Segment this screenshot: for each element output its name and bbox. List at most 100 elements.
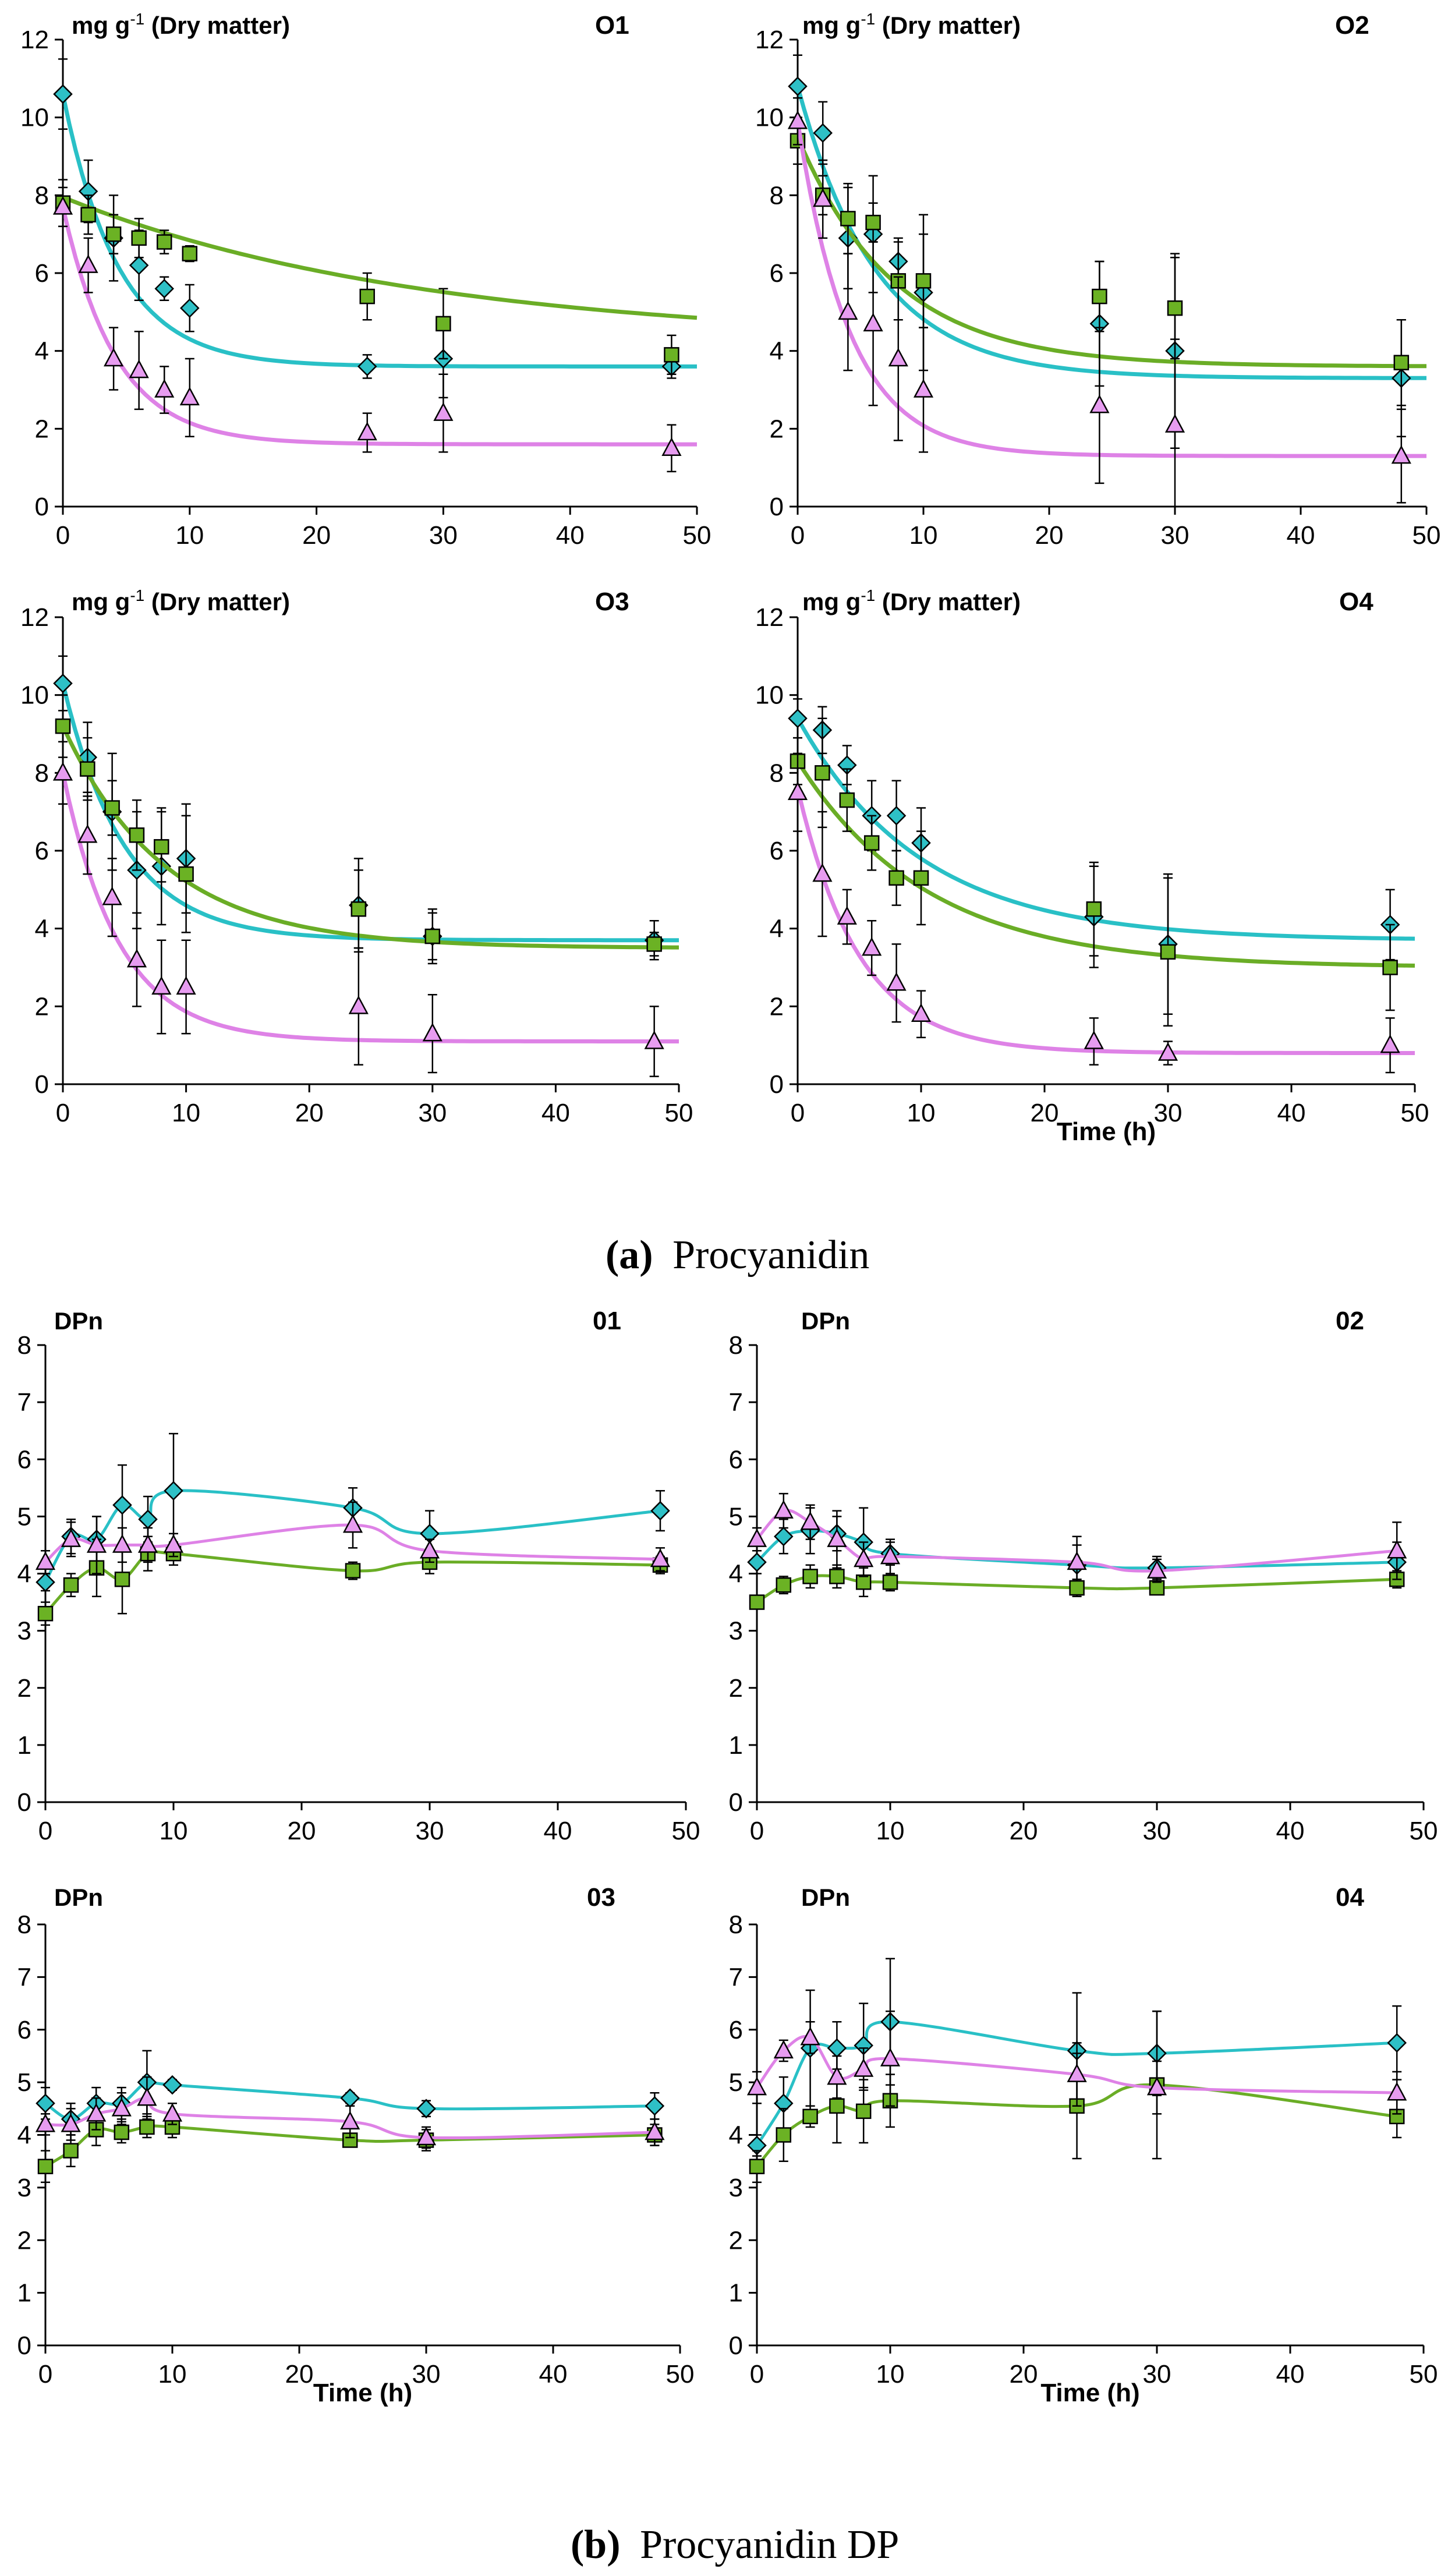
y-tick-label: 2 bbox=[35, 992, 49, 1021]
data-point-square bbox=[855, 1574, 872, 1590]
data-point-square bbox=[829, 1569, 845, 1584]
data-point-diamond bbox=[788, 76, 808, 96]
fit-curve-green bbox=[795, 136, 1426, 369]
data-point-square bbox=[114, 2124, 130, 2140]
y-tick-label: 2 bbox=[729, 1674, 743, 1703]
y-axis-label-part: (Dry matter) bbox=[144, 12, 290, 39]
y-tick-label: 6 bbox=[770, 837, 784, 865]
y-tick-label: 8 bbox=[770, 759, 784, 787]
y-tick-label: 0 bbox=[770, 493, 784, 521]
y-tick-label: 4 bbox=[17, 2121, 31, 2150]
y-tick-label: 4 bbox=[770, 337, 784, 366]
x-tick-label: 0 bbox=[791, 521, 805, 550]
data-point-triangle bbox=[416, 2126, 437, 2146]
y-tick-label: 6 bbox=[770, 259, 784, 288]
series-pink bbox=[35, 1501, 671, 1574]
data-point-triangle bbox=[1380, 1034, 1400, 1053]
y-tick-label: 12 bbox=[20, 603, 49, 632]
data-point-diamond bbox=[129, 255, 149, 275]
data-point-triangle bbox=[1067, 2063, 1087, 2082]
data-point-square bbox=[182, 246, 198, 261]
y-axis-label: DPn bbox=[801, 1884, 850, 1911]
data-point-triangle bbox=[1067, 1551, 1087, 1570]
x-tick-label: 10 bbox=[909, 521, 938, 550]
data-point-triangle bbox=[1084, 1030, 1104, 1049]
panel-title: 01 bbox=[593, 1307, 621, 1335]
data-point-triangle bbox=[827, 2066, 847, 2085]
y-axis-label: mg g-1 (Dry matter) bbox=[802, 10, 1021, 39]
panel-b-04: 0 1 2 3 4 5 6 7 8 0 10 20 30 40 50 DPn 04 Time (h) bbox=[729, 1883, 1438, 2407]
fit-curve-green bbox=[62, 195, 698, 320]
series-pink bbox=[52, 741, 679, 1077]
y-axis-label-superscript: -1 bbox=[130, 586, 144, 604]
y-tick-label: 4 bbox=[770, 915, 784, 943]
y-tick-label: 4 bbox=[35, 337, 49, 366]
data-point-diamond bbox=[357, 356, 377, 377]
y-tick-label: 8 bbox=[770, 181, 784, 210]
data-point-square bbox=[80, 207, 96, 222]
y-tick-label: 12 bbox=[755, 26, 784, 54]
x-tick-label: 0 bbox=[38, 2360, 52, 2389]
data-point-triangle bbox=[357, 422, 377, 441]
y-tick-label: 3 bbox=[729, 1617, 743, 1646]
y-tick-label: 0 bbox=[770, 1070, 784, 1099]
y-tick-label: 4 bbox=[17, 1560, 31, 1588]
data-point-square bbox=[63, 2143, 79, 2159]
data-point-triangle bbox=[787, 110, 808, 129]
y-tick-label: 6 bbox=[17, 2016, 31, 2044]
panel-b-02: 0 1 2 3 4 5 6 7 8 0 10 20 30 40 50 DPn 02 bbox=[729, 1307, 1438, 1845]
data-point-triangle bbox=[1387, 2082, 1407, 2101]
y-tick-label: 2 bbox=[35, 415, 49, 443]
x-tick-label: 30 bbox=[1143, 1817, 1171, 1845]
panel-title: 04 bbox=[1336, 1883, 1364, 1912]
data-point-square bbox=[829, 2098, 845, 2114]
data-point-square bbox=[855, 2103, 872, 2119]
x-tick-label: 0 bbox=[750, 2360, 764, 2389]
data-point-triangle bbox=[433, 402, 454, 421]
x-tick-label: 10 bbox=[175, 521, 204, 550]
data-point-triangle bbox=[61, 1528, 82, 1547]
data-point-square bbox=[424, 928, 441, 944]
data-point-diamond bbox=[747, 1552, 767, 1572]
data-point-square bbox=[1160, 944, 1176, 960]
series-pink bbox=[35, 2076, 665, 2149]
fit-curve-pink bbox=[795, 788, 1415, 1055]
y-tick-label: 7 bbox=[17, 1963, 31, 1991]
data-point-triangle bbox=[913, 378, 934, 398]
data-point-square bbox=[815, 765, 830, 781]
y-tick-label: 8 bbox=[35, 181, 49, 210]
data-point-triangle bbox=[112, 1534, 133, 1553]
series-pink bbox=[787, 97, 1426, 508]
data-point-diamond bbox=[788, 708, 808, 728]
data-point-square bbox=[129, 827, 145, 843]
data-point-triangle bbox=[1146, 1559, 1167, 1579]
data-point-square bbox=[915, 273, 932, 289]
data-point-triangle bbox=[862, 937, 882, 956]
y-tick-label: 6 bbox=[729, 1445, 743, 1474]
panel-a-O3: 0 2 4 6 8 10 12 0 10 20 30 40 50 mg g-1 (Dry matter) O… bbox=[20, 586, 693, 1127]
y-tick-label: 12 bbox=[20, 26, 49, 54]
data-point-square bbox=[749, 2159, 765, 2174]
x-tick-label: 50 bbox=[672, 1817, 700, 1845]
series-pink bbox=[787, 752, 1415, 1074]
data-point-square bbox=[1086, 901, 1102, 917]
y-tick-label: 6 bbox=[35, 259, 49, 288]
y-axis-label: mg g-1 (Dry matter) bbox=[72, 586, 290, 615]
y-tick-label: 12 bbox=[755, 603, 784, 632]
data-point-triangle bbox=[880, 2047, 901, 2067]
x-tick-label: 10 bbox=[172, 1099, 200, 1127]
x-tick-label: 50 bbox=[1412, 521, 1441, 550]
x-tick-label: 50 bbox=[666, 2360, 695, 2389]
x-tick-label: 0 bbox=[56, 1099, 70, 1127]
data-point-triangle bbox=[838, 301, 858, 320]
data-point-triangle bbox=[129, 359, 149, 378]
data-point-diamond bbox=[164, 1481, 183, 1501]
x-tick-label: 40 bbox=[1276, 1817, 1305, 1845]
data-point-diamond bbox=[112, 1495, 132, 1515]
x-tick-label: 40 bbox=[541, 1099, 570, 1127]
data-point-square bbox=[840, 211, 856, 227]
y-tick-label: 2 bbox=[17, 1674, 31, 1703]
data-point-triangle bbox=[854, 2058, 874, 2077]
y-tick-label: 2 bbox=[17, 2226, 31, 2255]
